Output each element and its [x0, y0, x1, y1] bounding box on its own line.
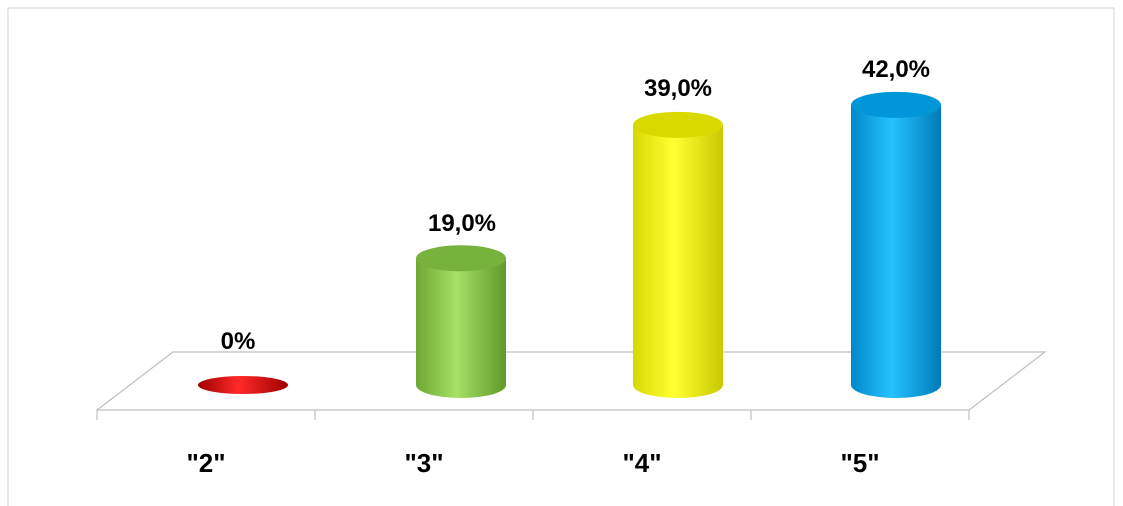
bars-group: [198, 91, 941, 399]
data-label-5: 42,0%: [862, 56, 930, 83]
bar-3: [416, 245, 506, 398]
bar-top-cap: [851, 91, 941, 118]
bar-body: [851, 104, 941, 399]
data-labels: 0% 19,0% 39,0% 42,0%: [221, 56, 930, 355]
chart-area-border: [7, 7, 1115, 506]
data-label-2: 0%: [221, 328, 256, 355]
data-label-3: 19,0%: [428, 210, 496, 237]
data-label-4: 39,0%: [644, 75, 712, 102]
x-tick-label-5: "5": [840, 448, 879, 478]
x-tick-label-2: "2": [186, 448, 225, 478]
bar-5: [851, 91, 941, 399]
bar-flat-disc: [198, 376, 288, 394]
bar-4: [633, 111, 723, 399]
bar-body: [633, 124, 723, 399]
x-axis-labels: "2" "3" "4" "5": [186, 448, 879, 478]
chart-floor: [95, 351, 1047, 411]
x-axis-ticks: [96, 410, 970, 420]
x-tick-label-4: "4": [622, 448, 661, 478]
bar-body: [416, 258, 506, 398]
bar-top-cap: [416, 245, 506, 272]
bar-2: [198, 376, 288, 394]
bar-top-cap: [633, 111, 723, 138]
x-tick-label-3: "3": [404, 448, 443, 478]
